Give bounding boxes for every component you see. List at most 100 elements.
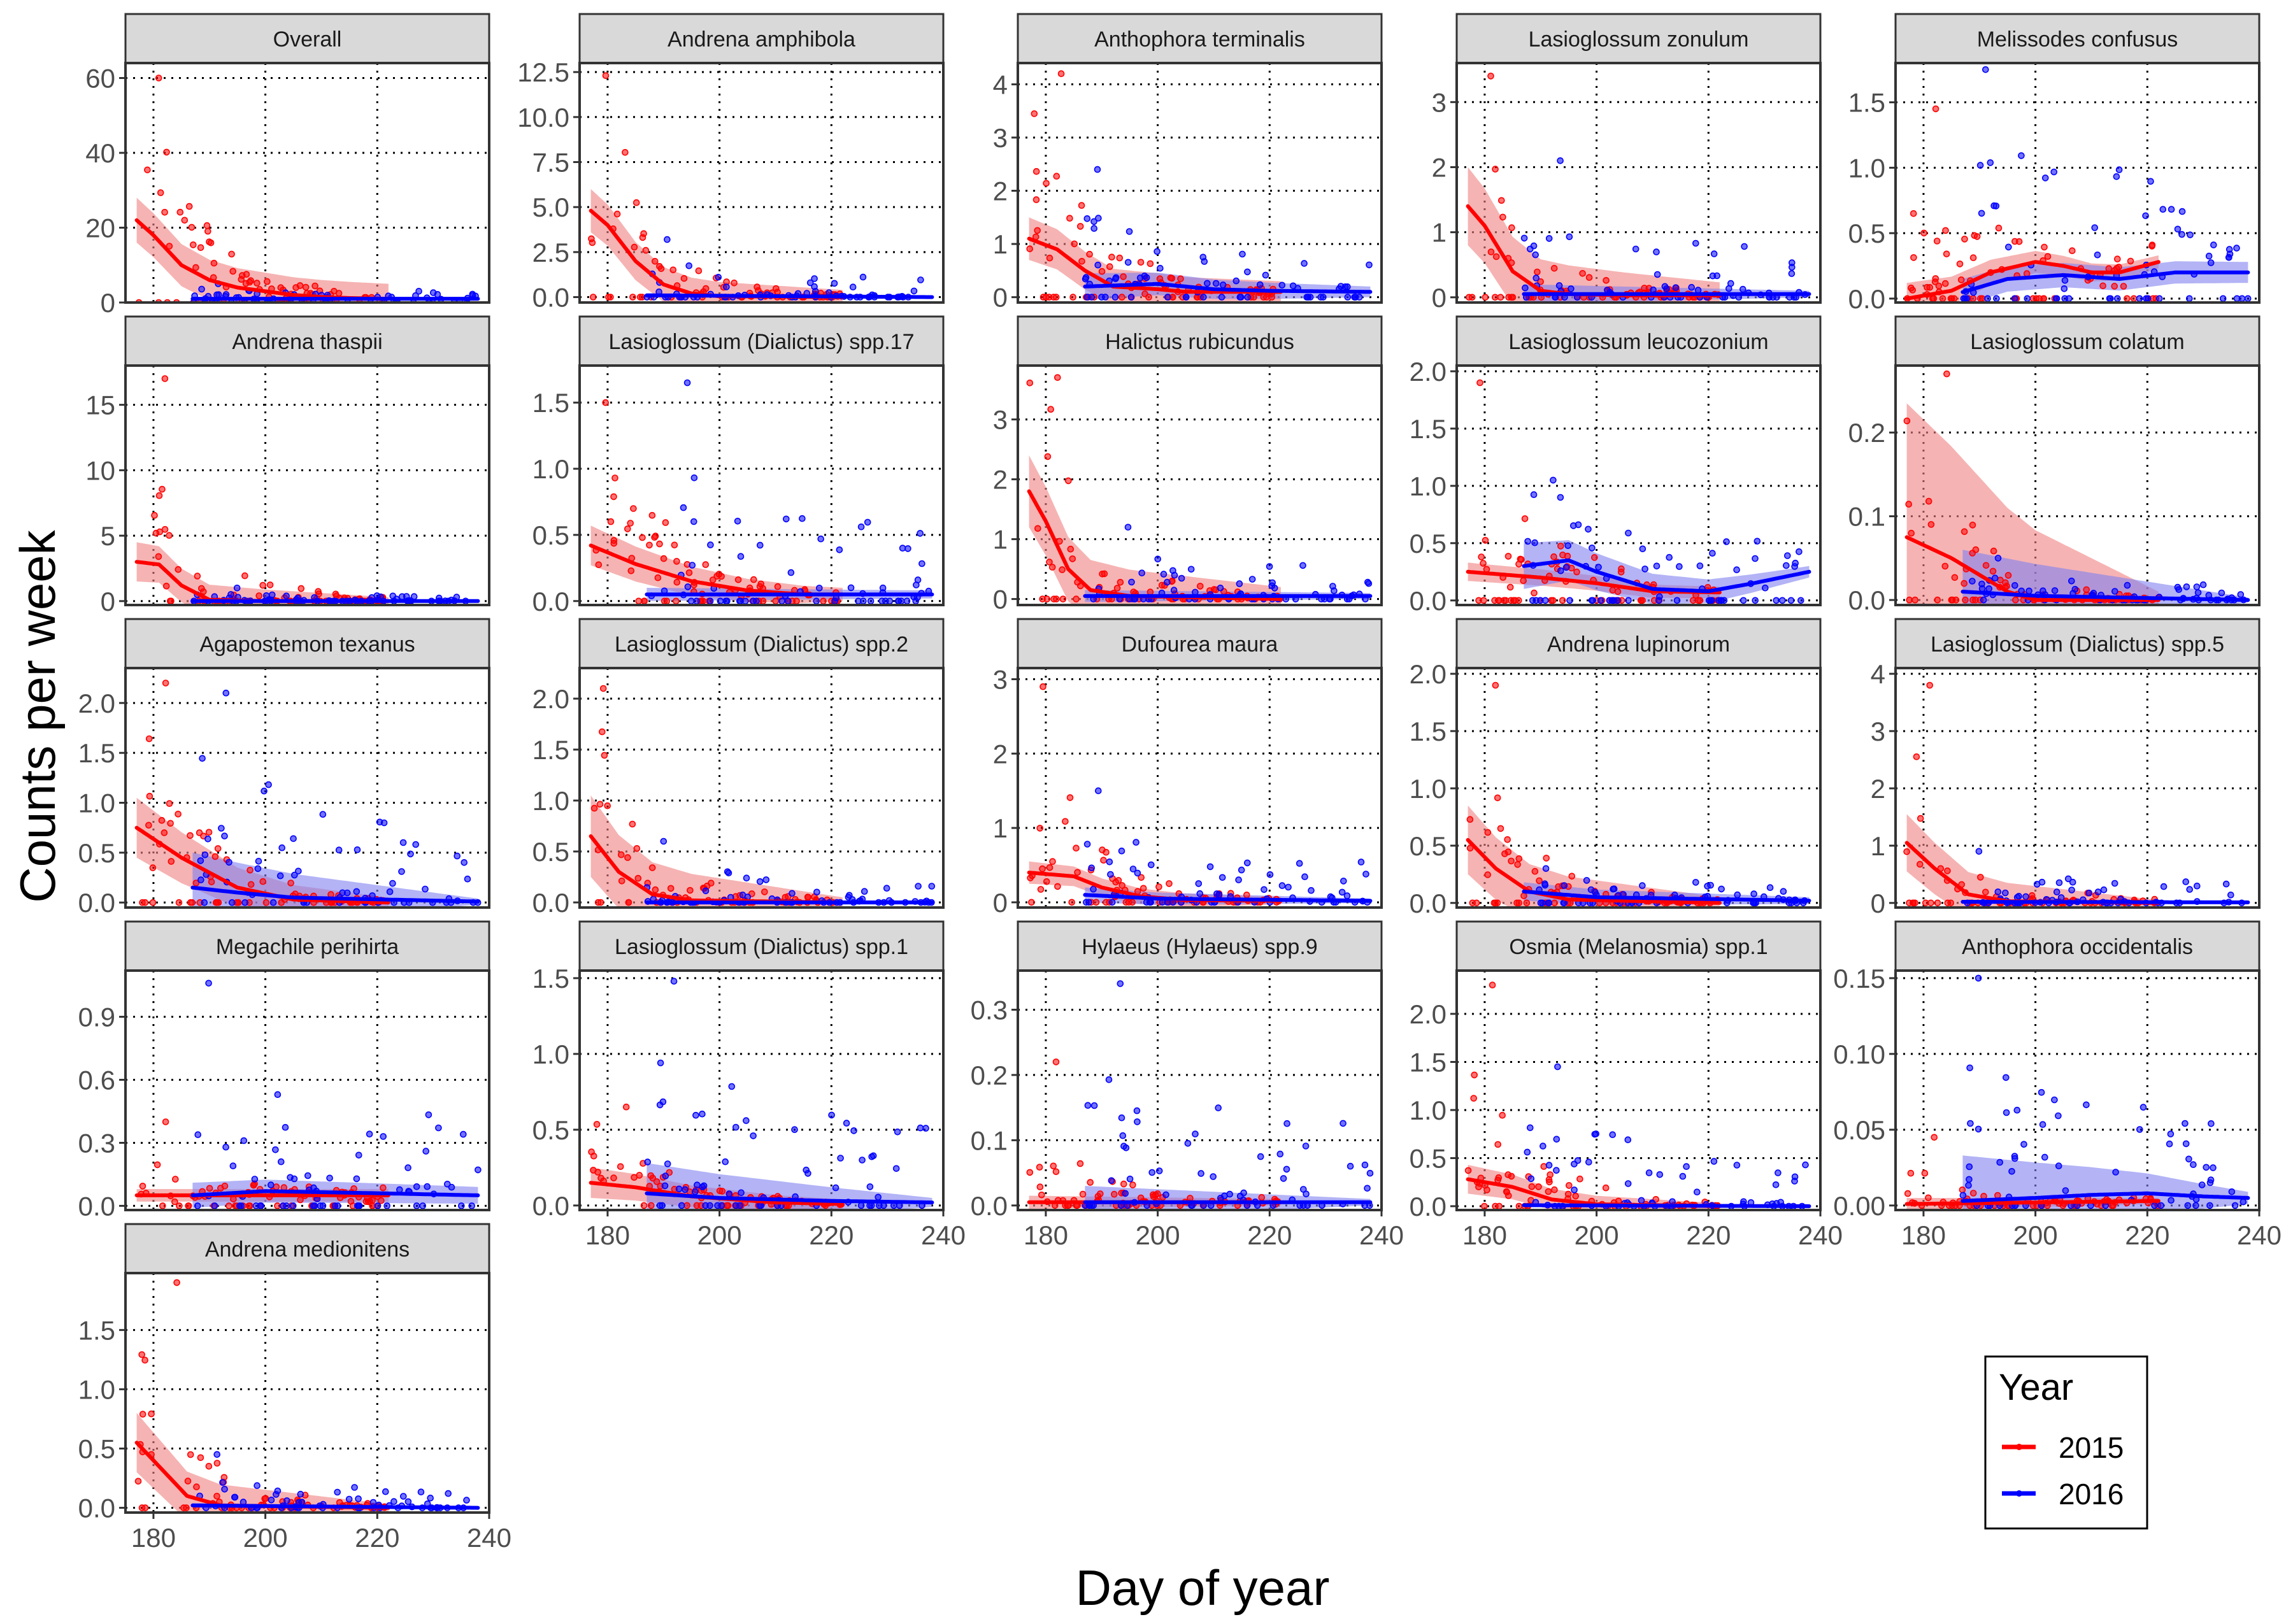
observation-point: [1280, 1175, 1287, 1182]
observation-point: [1107, 871, 1114, 878]
observation-point: [1910, 899, 1917, 907]
facet-andrena-thaspii: Andrena thaspii 0 5 10 15: [85, 315, 490, 616]
observation-point: [1679, 1172, 1687, 1180]
observation-point: [1492, 294, 1499, 301]
observation-point: [1527, 1175, 1535, 1183]
y-tick-label: 1.0: [532, 786, 569, 816]
observation-point: [206, 238, 213, 246]
observation-point: [1339, 1120, 1347, 1127]
observation-point: [2244, 295, 2252, 303]
observation-point: [1962, 596, 1969, 604]
observation-point: [355, 1151, 362, 1159]
y-tick-label: 0: [993, 585, 1008, 615]
points-2016: [1524, 476, 1804, 604]
observation-point: [1517, 555, 1524, 563]
observation-point: [2190, 1161, 2197, 1168]
observation-point: [1952, 596, 1960, 604]
facet-megachile-perihirta: Megachile perihirta 0.0 0.3 0.6 0.9: [78, 920, 490, 1221]
observation-point: [1903, 848, 1910, 855]
observation-point: [1632, 245, 1639, 253]
observation-point: [661, 597, 668, 605]
observation-point: [1078, 257, 1085, 265]
observation-point: [1585, 1158, 1592, 1165]
observation-point: [1491, 597, 1498, 604]
observation-point: [1570, 522, 1577, 529]
observation-point: [1655, 597, 1662, 604]
observation-point: [617, 1163, 624, 1171]
observation-point: [773, 285, 780, 292]
observation-point: [639, 534, 646, 541]
observation-point: [659, 1202, 666, 1209]
observation-point: [2064, 875, 2072, 883]
observation-point: [353, 1175, 361, 1183]
observation-point: [1589, 545, 1596, 552]
observation-point: [1978, 210, 1985, 217]
observation-point: [1739, 285, 1747, 293]
y-tick-label: 0.0: [1410, 888, 1447, 918]
observation-point: [1927, 521, 1935, 528]
observation-point: [1066, 794, 1074, 801]
observation-point: [1344, 294, 1352, 301]
observation-point: [1775, 1169, 1782, 1176]
observation-point: [243, 271, 250, 278]
observation-point: [1347, 1162, 1354, 1170]
observation-point: [1603, 276, 1610, 284]
facet-title: Anthophora terminalis: [1094, 27, 1305, 52]
y-tick-label: 0: [101, 288, 115, 318]
observation-point: [706, 597, 714, 605]
observation-point: [1034, 525, 1041, 532]
observation-point: [1766, 884, 1774, 891]
panel-border: [1894, 969, 2261, 1211]
y-tick-label: 0.10: [1833, 1039, 1885, 1069]
observation-point: [163, 148, 170, 156]
observation-point: [319, 811, 327, 818]
observation-point: [389, 880, 396, 887]
observation-point: [1344, 283, 1351, 290]
y-tick-label: 0.1: [1848, 502, 1885, 532]
observation-point: [664, 1160, 671, 1167]
observation-point: [1492, 253, 1500, 260]
observation-point: [1980, 596, 1987, 604]
observation-point: [139, 1411, 146, 1418]
observation-point: [229, 267, 237, 275]
observation-point: [1120, 273, 1127, 280]
observation-point: [2237, 591, 2245, 598]
observation-point: [642, 246, 650, 254]
observation-point: [1566, 597, 1573, 604]
facet-halictus-rubicundus: Halictus rubicundus 0 1 2 3: [993, 315, 1383, 615]
y-tick-label: 0.1: [971, 1125, 1008, 1155]
observation-point: [1196, 890, 1204, 897]
observation-point: [604, 802, 611, 809]
observation-point: [1591, 1130, 1599, 1138]
smooth-line-2016: [190, 1503, 480, 1510]
observation-point: [227, 591, 234, 598]
observation-point: [611, 474, 618, 481]
observation-point: [213, 1451, 221, 1458]
y-tick-label: 40: [85, 138, 115, 168]
observation-point: [1625, 597, 1632, 604]
observation-point: [1494, 794, 1501, 802]
facet-strip: [1455, 315, 1822, 367]
observation-point: [754, 283, 761, 290]
y-tick-label: 1.5: [1410, 716, 1447, 746]
observation-point: [1532, 274, 1539, 281]
smooth-line-2015: [1904, 535, 2161, 602]
observation-point: [1948, 295, 1955, 303]
observation-point: [282, 1123, 289, 1131]
observation-point: [675, 1185, 683, 1193]
observation-point: [878, 597, 885, 605]
observation-point: [1576, 1175, 1583, 1183]
observation-point: [1362, 871, 1369, 878]
observation-point: [175, 811, 182, 818]
observation-point: [211, 1202, 218, 1209]
observation-point: [1278, 882, 1286, 889]
y-tick-label: 0.5: [532, 1115, 569, 1145]
observation-point: [2144, 295, 2152, 303]
facet-lasioglossum-dialictus-spp-17: Lasioglossum (Dialictus) spp.17 0.0 0.5 1.0…: [532, 315, 945, 616]
observation-point: [2186, 886, 2193, 893]
observation-point: [1210, 1173, 1217, 1180]
observation-point: [1696, 562, 1704, 569]
observation-point: [355, 1495, 362, 1502]
y-tick-label: 0: [1432, 283, 1447, 313]
y-tick-label: 1.0: [78, 1374, 115, 1404]
